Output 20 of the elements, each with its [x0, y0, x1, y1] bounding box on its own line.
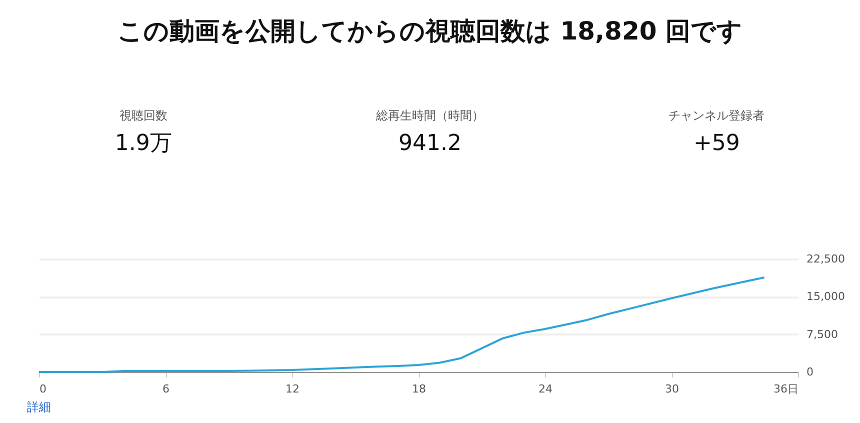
text: 視聴回数	[119, 108, 168, 123]
line-series	[38, 276, 766, 373]
x-tick-label: 6	[162, 382, 170, 396]
x-tick-label: 24	[538, 382, 552, 396]
chart-title: この動画を公開してからの視聴回数は 18,820 回です	[118, 16, 742, 46]
text: 1.9万	[114, 131, 172, 156]
text: チャンネル登録者	[668, 108, 765, 123]
text: 941.2	[398, 131, 462, 156]
x-tick-label: 12	[286, 382, 300, 396]
text: 総再生時間（時間）	[375, 108, 484, 123]
y-tick-label: 15,000	[806, 290, 845, 304]
x-tick-label: 30	[665, 382, 679, 396]
x-tick-label: 36日	[774, 382, 798, 396]
y-tick-label: 7,500	[806, 328, 838, 341]
x-tick-label: 18	[412, 382, 426, 396]
x-tick-label: 0	[40, 382, 46, 396]
y-tick-label: 0	[806, 366, 814, 378]
text: 詳細	[27, 400, 51, 414]
y-tick-label: 22,500	[806, 252, 845, 266]
text: +59	[693, 131, 740, 156]
